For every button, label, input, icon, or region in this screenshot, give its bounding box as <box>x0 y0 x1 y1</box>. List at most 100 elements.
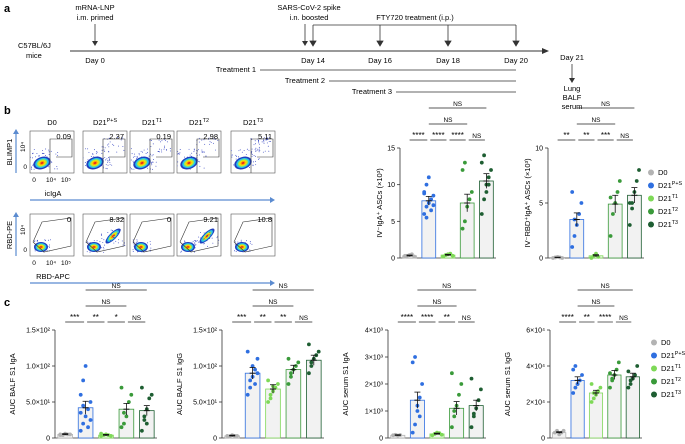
data-point <box>457 392 461 397</box>
event-dot <box>109 163 111 165</box>
event-dot <box>176 153 177 154</box>
data-point <box>573 364 578 368</box>
sig-label: NS <box>619 315 629 322</box>
event-dot <box>48 149 50 151</box>
legend-swatch <box>648 221 654 228</box>
event-dot <box>86 240 88 242</box>
event-dot <box>130 159 132 161</box>
event-dot <box>147 242 149 244</box>
event-dot <box>263 142 265 144</box>
sig-label: **** <box>412 131 424 140</box>
y-axis-label: IV⁻RBD⁺IgA⁺ ASCs (×10³) <box>523 158 532 248</box>
y-tick-label: 6×10⁴ <box>526 328 545 335</box>
flow-gate <box>250 138 274 173</box>
gate-frequency: 0.19 <box>156 132 171 141</box>
event-dot <box>166 141 168 143</box>
event-dot <box>104 156 106 158</box>
event-dot <box>212 242 214 244</box>
sig-label: NS <box>462 315 472 322</box>
data-point <box>420 382 425 386</box>
data-point <box>403 253 407 258</box>
event-dot <box>105 164 107 166</box>
event-dot <box>113 144 115 146</box>
event-dot <box>161 151 163 153</box>
event-dot <box>85 148 86 150</box>
event-dot <box>33 168 35 170</box>
event-dot <box>101 149 103 151</box>
flow-plot-r2-4: 10.8 <box>230 213 276 257</box>
event-dot <box>163 148 165 150</box>
density-contour <box>111 234 115 238</box>
event-dot <box>151 161 153 163</box>
legend-label: D21T3 <box>658 220 678 229</box>
event-dot <box>155 161 157 163</box>
event-dot <box>155 165 157 167</box>
data-point <box>286 382 291 386</box>
data-point <box>469 425 474 430</box>
legend-swatch <box>651 391 657 398</box>
flow-gate <box>132 217 172 253</box>
event-dot <box>193 251 195 253</box>
data-point <box>78 392 83 397</box>
event-dot <box>42 149 43 151</box>
event-dot <box>190 155 192 157</box>
data-point <box>149 392 154 397</box>
event-dot <box>158 139 160 141</box>
sig-label: *** <box>70 313 79 322</box>
data-point <box>289 374 293 379</box>
fty720-label: FTY720 treatment (i.p.) <box>376 13 454 22</box>
event-dot <box>87 148 89 150</box>
event-dot <box>102 242 104 243</box>
event-dot <box>177 165 178 167</box>
event-dot <box>34 241 36 242</box>
sig-label: NS <box>101 299 111 306</box>
event-dot <box>114 235 115 237</box>
event-dot <box>84 162 86 164</box>
event-dot <box>169 150 171 152</box>
data-point <box>608 385 612 390</box>
event-note-day0-1: mRNA-LNP <box>75 3 114 12</box>
day-0-label: Day 0 <box>85 56 105 65</box>
flow-plot-r2-2: 0 <box>129 213 175 257</box>
event-dot <box>199 165 201 167</box>
event-dot <box>93 149 95 151</box>
legend-swatch <box>651 339 657 346</box>
data-point <box>147 396 152 401</box>
day-16-label: Day 16 <box>368 56 392 65</box>
y-tick-label: 5 <box>539 201 543 208</box>
event-dot <box>112 230 113 231</box>
flow-ylabel: RBD-PE <box>5 221 14 249</box>
data-point <box>450 253 455 258</box>
y-tick-label: 0 <box>539 256 543 263</box>
event-dot <box>255 149 257 151</box>
event-dot <box>150 140 152 142</box>
bar-3 <box>285 369 302 439</box>
gate-frequency: 2.37 <box>109 132 124 141</box>
event-dot <box>240 239 242 241</box>
legend-label: D21P+S <box>658 181 683 190</box>
event-dot <box>86 251 88 253</box>
sig-label: NS <box>279 283 289 290</box>
event-dot <box>30 151 31 153</box>
data-point <box>627 201 632 205</box>
event-dot <box>198 236 200 238</box>
gate-frequency: 10.8 <box>257 215 272 224</box>
flow-plot-r1-4: 5.11 <box>230 130 276 174</box>
gate-frequency: 2.98 <box>203 132 218 141</box>
event-dot <box>206 235 208 236</box>
data-point <box>608 371 612 376</box>
event-dot <box>258 143 260 145</box>
y-tick-label: 10 <box>387 182 395 189</box>
y-tick-label: 3×10³ <box>365 355 384 362</box>
legend-label: D0 <box>658 168 668 177</box>
event-dot <box>121 137 123 139</box>
flow-group-label: D21T1 <box>142 118 162 127</box>
event-dot <box>255 147 257 149</box>
event-dot <box>233 164 234 166</box>
sig-label: NS <box>591 299 601 306</box>
event-dot <box>147 152 148 154</box>
event-dot <box>214 149 216 151</box>
event-dot <box>103 149 105 151</box>
